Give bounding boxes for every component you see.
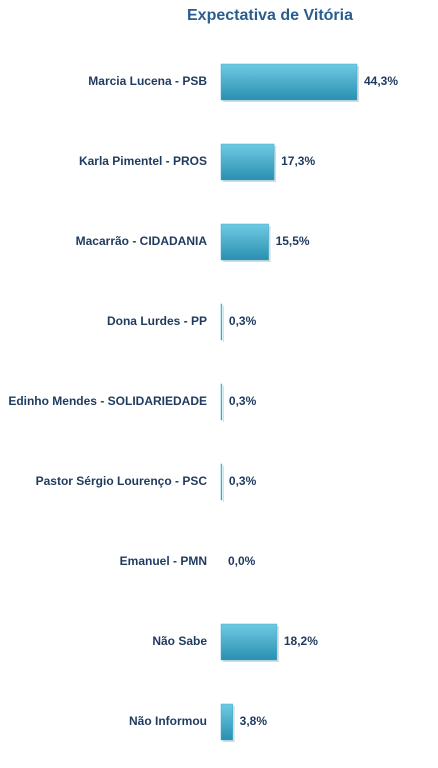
- category-label: Dona Lurdes - PP: [107, 314, 207, 328]
- bar-shadow: [223, 466, 224, 502]
- category-label: Não Sabe: [152, 634, 207, 648]
- bar: [220, 143, 275, 181]
- bar: [220, 63, 358, 101]
- category-label: Emanuel - PMN: [120, 554, 207, 568]
- value-label: 3,8%: [240, 714, 268, 728]
- bar: [220, 703, 233, 741]
- category-label: Pastor Sérgio Lourenço - PSC: [36, 474, 208, 488]
- category-label: Marcia Lucena - PSB: [88, 74, 207, 88]
- bar: [220, 623, 278, 661]
- value-label: 17,3%: [281, 154, 315, 168]
- value-label: 0,3%: [229, 474, 257, 488]
- value-label: 0,3%: [229, 314, 257, 328]
- bar-shadow: [223, 386, 224, 422]
- value-label: 18,2%: [284, 634, 318, 648]
- bar: [220, 223, 269, 261]
- bar-shadow: [223, 306, 224, 342]
- bar: [220, 463, 223, 501]
- value-label: 44,3%: [364, 74, 398, 88]
- value-label: 0,0%: [228, 554, 256, 568]
- category-label: Não Informou: [129, 714, 207, 728]
- category-label: Macarrão - CIDADANIA: [76, 234, 208, 248]
- category-label: Karla Pimentel - PROS: [79, 154, 207, 168]
- value-label: 15,5%: [276, 234, 310, 248]
- value-label: 0,3%: [229, 394, 257, 408]
- bar: [220, 383, 223, 421]
- category-label: Edinho Mendes - SOLIDARIEDADE: [8, 394, 207, 408]
- bar: [220, 303, 223, 341]
- chart-title: Expectativa de Vitória: [187, 7, 353, 24]
